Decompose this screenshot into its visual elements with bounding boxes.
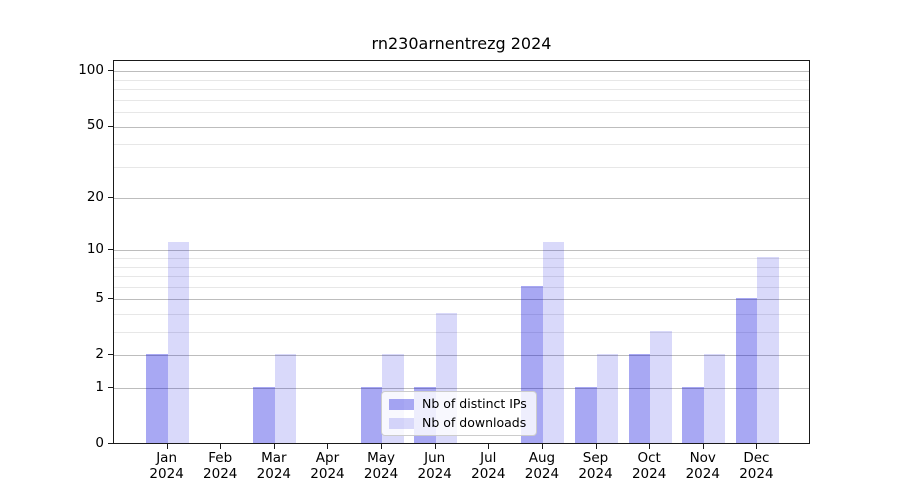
y-tick-label: 20 (86, 188, 104, 205)
minor-gridline (114, 276, 809, 278)
x-tick-label-apr: Apr 2024 (310, 450, 345, 482)
major-gridline (114, 388, 809, 390)
bar-nb-of-downloads-dec (757, 257, 779, 443)
major-gridline (114, 198, 809, 200)
y-tick-label: 50 (86, 117, 104, 134)
legend-item: Nb of distinct IPs (389, 397, 527, 411)
bar-nb-of-downloads-aug (542, 242, 565, 443)
major-gridline (114, 250, 809, 252)
bar-nb-of-downloads-jan (167, 242, 190, 443)
x-tick-mark (756, 444, 758, 449)
minor-gridline (114, 286, 809, 288)
minor-gridline (114, 258, 809, 260)
minor-gridline (114, 144, 809, 146)
bar-nb-of-distinct-ips-oct (628, 354, 651, 443)
x-tick-label-aug: Aug 2024 (524, 450, 560, 482)
y-tick-label: 0 (95, 434, 104, 451)
major-gridline (114, 355, 809, 357)
minor-gridline (114, 79, 809, 81)
legend: Nb of distinct IPs Nb of downloads (381, 391, 537, 436)
x-tick-mark (488, 444, 490, 449)
y-tick-label: 10 (86, 240, 104, 257)
legend-label: Nb of downloads (422, 415, 527, 430)
bar-nb-of-distinct-ips-mar (253, 387, 275, 443)
x-tick-mark (166, 444, 168, 449)
bar-nb-of-distinct-ips-may (360, 387, 383, 443)
bar-nb-of-distinct-ips-jan (146, 354, 168, 443)
y-tick-label: 1 (95, 378, 104, 395)
major-gridline (114, 126, 809, 128)
chart-title: rn230arnentrezg 2024 (371, 34, 552, 53)
y-tick-mark (108, 70, 113, 72)
minor-gridline (114, 332, 809, 334)
y-tick-mark (108, 249, 113, 251)
x-tick-mark (541, 444, 543, 449)
bar-nb-of-distinct-ips-nov (682, 387, 704, 443)
x-tick-label-sep: Sep 2024 (578, 450, 613, 482)
minor-gridline (114, 99, 809, 101)
x-tick-label-jul: Jul 2024 (471, 450, 506, 482)
y-tick-mark (108, 387, 113, 389)
y-tick-label: 5 (95, 289, 104, 306)
legend-label: Nb of distinct IPs (422, 396, 527, 411)
plot-area (113, 60, 810, 444)
x-tick-label-mar: Mar 2024 (256, 450, 292, 482)
x-tick-mark (220, 444, 222, 449)
y-tick-mark (108, 125, 113, 127)
bar-nb-of-downloads-oct (650, 331, 672, 443)
minor-gridline (114, 314, 809, 316)
minor-gridline (114, 89, 809, 91)
bar-nb-of-downloads-mar (274, 354, 297, 443)
x-tick-label-may: May 2024 (363, 450, 399, 482)
x-tick-mark (595, 444, 597, 449)
x-tick-label-feb: Feb 2024 (203, 450, 238, 482)
x-tick-label-oct: Oct 2024 (631, 450, 667, 482)
bar-nb-of-distinct-ips-dec (735, 298, 758, 443)
minor-gridline (114, 166, 809, 168)
legend-item: Nb of downloads (389, 416, 527, 430)
legend-swatch (389, 417, 414, 429)
x-tick-label-dec: Dec 2024 (739, 450, 774, 482)
major-gridline (114, 71, 809, 73)
bar-nb-of-downloads-sep (596, 354, 618, 443)
minor-gridline (114, 266, 809, 268)
y-tick-label: 100 (78, 61, 104, 78)
x-tick-label-nov: Nov 2024 (685, 450, 720, 482)
x-tick-label-jan: Jan 2024 (149, 450, 184, 482)
y-tick-mark (108, 354, 113, 356)
x-tick-mark (273, 444, 275, 449)
x-tick-label-jun: Jun 2024 (417, 450, 452, 482)
y-tick-mark (108, 443, 113, 444)
x-tick-mark (327, 444, 329, 449)
x-tick-mark (649, 444, 651, 449)
legend-swatch (389, 398, 414, 410)
x-tick-mark (381, 444, 383, 449)
x-tick-mark (702, 444, 704, 449)
x-tick-mark (434, 444, 436, 449)
y-tick-mark (108, 298, 113, 300)
y-tick-label: 2 (95, 345, 104, 362)
bar-nb-of-downloads-nov (703, 354, 726, 443)
y-tick-mark (108, 197, 113, 199)
major-gridline (114, 299, 809, 301)
bar-nb-of-distinct-ips-sep (575, 387, 597, 443)
minor-gridline (114, 112, 809, 114)
